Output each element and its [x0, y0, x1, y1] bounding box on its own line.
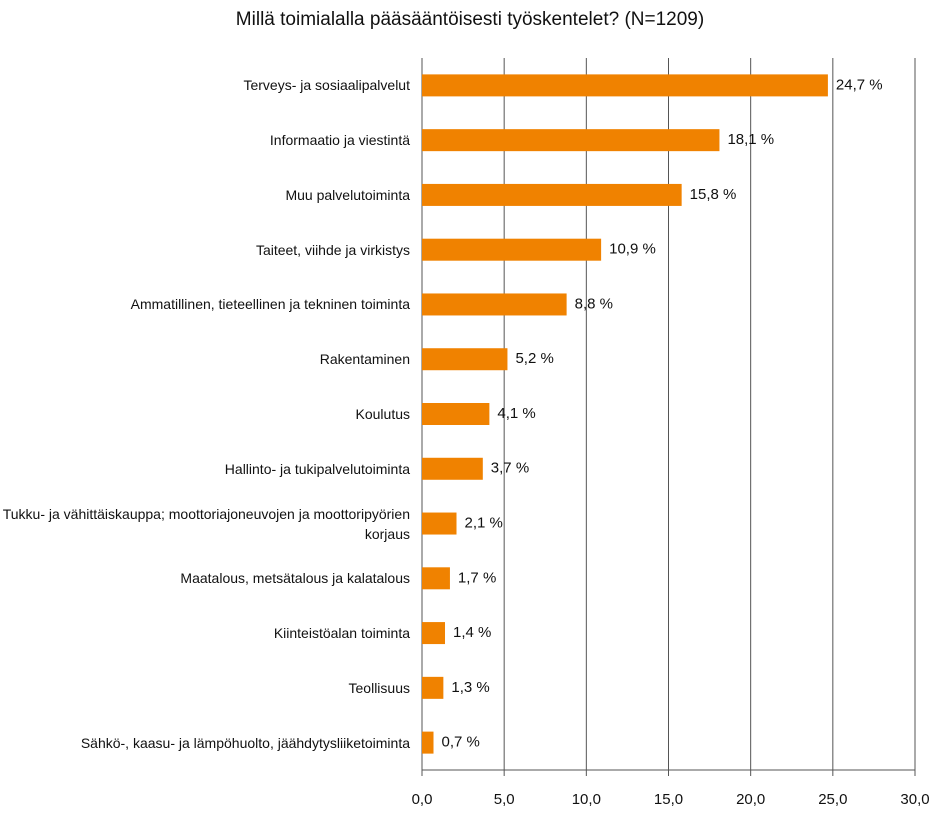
bar [422, 293, 567, 316]
bar [422, 403, 490, 425]
value-label: 5,2 % [515, 350, 553, 367]
bar [422, 348, 508, 371]
value-label: 2,1 % [465, 515, 503, 532]
y-tick-label: Taiteet, viihde ja virkistys [255, 241, 410, 258]
x-tick-label: 30,0 [900, 791, 929, 808]
bar [422, 622, 446, 645]
x-tick-label: 5,0 [494, 791, 515, 808]
y-tick-label: Sähkö-, kaasu- ja lämpöhuolto, jäähdytys… [80, 734, 410, 751]
value-label: 0,7 % [442, 734, 480, 751]
value-label: 1,7 % [458, 569, 496, 586]
bar [422, 457, 483, 480]
y-tick-label: Kiinteistöalan toiminta [273, 625, 410, 642]
y-tick-label: Teollisuus [348, 679, 410, 696]
value-label: 4,1 % [497, 405, 535, 422]
y-tick-label: Maatalous, metsätalous ja kalatalous [180, 570, 410, 587]
value-label: 3,7 % [491, 460, 529, 477]
x-tick-label: 0,0 [412, 791, 433, 808]
value-label: 24,7 % [836, 76, 883, 93]
value-label: 15,8 % [690, 186, 737, 203]
y-tick-label: Muu palvelutoiminta [285, 186, 410, 203]
value-label: 10,9 % [609, 241, 656, 258]
bar [422, 567, 450, 590]
y-tick-label: Tukku- ja vähittäiskauppa; moottoriajone… [2, 505, 410, 542]
bar [422, 238, 602, 261]
y-tick-label: Informaatio ja viestintä [269, 132, 410, 149]
value-label: 18,1 % [727, 131, 774, 148]
bar [422, 512, 457, 535]
y-tick-label: Rakentaminen [319, 351, 410, 368]
x-tick-label: 15,0 [654, 791, 683, 808]
y-tick-label: Ammatillinen, tieteellinen ja tekninen t… [130, 296, 410, 313]
bar [422, 731, 434, 754]
y-tick-label: Koulutus [355, 406, 410, 422]
x-tick-label: 20,0 [736, 791, 765, 808]
bar [422, 676, 444, 699]
bar [422, 183, 682, 206]
y-tick-label: Terveys- ja sosiaalipalvelut [243, 77, 410, 94]
y-tick-label: Hallinto- ja tukipalvelutoiminta [224, 460, 410, 477]
value-label: 1,4 % [453, 624, 491, 641]
value-label: 8,8 % [575, 295, 613, 312]
x-tick-label: 25,0 [818, 791, 847, 808]
value-label: 1,3 % [451, 679, 489, 696]
bar [422, 74, 828, 97]
chart-title: Millä toimialalla pääsääntöisesti työske… [236, 9, 704, 30]
x-tick-label: 10,0 [572, 791, 601, 808]
bar [422, 129, 720, 152]
